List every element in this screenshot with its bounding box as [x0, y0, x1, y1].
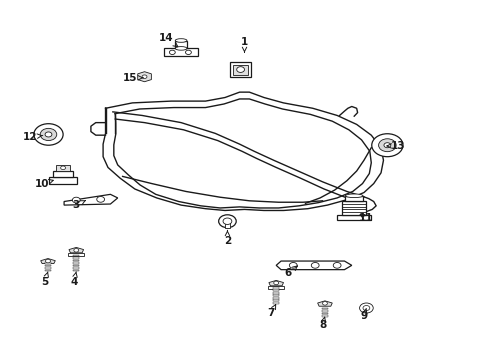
Polygon shape	[41, 258, 55, 264]
Ellipse shape	[175, 39, 186, 42]
Bar	[273, 287, 279, 289]
Text: 4: 4	[70, 272, 78, 287]
Bar	[45, 262, 51, 264]
Text: 12: 12	[22, 132, 42, 142]
Circle shape	[185, 50, 191, 54]
Bar	[45, 265, 51, 266]
Bar	[73, 265, 79, 266]
Bar	[73, 267, 79, 269]
Text: 5: 5	[41, 272, 48, 287]
Bar	[56, 165, 70, 171]
Bar	[268, 286, 284, 289]
Circle shape	[61, 166, 65, 170]
Text: 3: 3	[73, 200, 85, 210]
Circle shape	[223, 218, 231, 225]
Bar	[73, 270, 79, 271]
Circle shape	[45, 259, 50, 263]
Bar	[232, 65, 248, 75]
Bar	[73, 257, 79, 259]
Circle shape	[289, 262, 297, 268]
Text: 11: 11	[358, 213, 373, 222]
Circle shape	[362, 306, 369, 311]
Circle shape	[322, 302, 327, 305]
Circle shape	[40, 129, 57, 140]
Text: 14: 14	[159, 33, 178, 47]
Bar	[273, 294, 279, 296]
Polygon shape	[268, 280, 283, 286]
Text: 15: 15	[122, 73, 142, 83]
Text: 2: 2	[224, 230, 231, 246]
Bar	[273, 289, 279, 291]
Bar	[336, 215, 370, 220]
Bar	[229, 62, 251, 77]
Circle shape	[169, 50, 175, 54]
Circle shape	[45, 132, 52, 137]
Bar	[73, 255, 79, 256]
Text: 8: 8	[318, 317, 325, 330]
Circle shape	[72, 197, 80, 203]
Circle shape	[97, 197, 104, 202]
Polygon shape	[138, 72, 151, 82]
Circle shape	[218, 215, 236, 228]
Bar	[44, 270, 51, 271]
Circle shape	[359, 303, 372, 313]
Circle shape	[34, 124, 63, 145]
Circle shape	[332, 262, 340, 268]
Bar	[273, 292, 279, 294]
Circle shape	[378, 139, 395, 152]
Polygon shape	[276, 261, 351, 270]
Bar	[322, 310, 327, 312]
Bar	[53, 171, 73, 177]
Bar	[68, 253, 84, 256]
Bar	[273, 297, 279, 299]
Bar	[163, 48, 198, 56]
Polygon shape	[64, 194, 118, 205]
Circle shape	[74, 248, 79, 252]
Circle shape	[383, 143, 390, 148]
Circle shape	[273, 281, 278, 285]
Polygon shape	[317, 301, 331, 306]
Circle shape	[236, 67, 244, 72]
Text: 1: 1	[241, 37, 247, 53]
Text: 7: 7	[267, 305, 275, 318]
Bar	[322, 313, 327, 315]
Text: 13: 13	[386, 141, 405, 151]
Circle shape	[371, 134, 402, 157]
Circle shape	[311, 262, 319, 268]
Bar	[322, 315, 327, 317]
Bar	[175, 41, 186, 48]
Bar	[49, 177, 77, 184]
Bar	[273, 302, 279, 304]
Bar	[341, 201, 366, 215]
Bar	[273, 300, 279, 301]
Bar	[345, 196, 362, 201]
Bar	[73, 262, 79, 264]
Bar	[45, 267, 51, 269]
Bar	[322, 308, 327, 310]
Bar	[224, 221, 229, 228]
Bar	[73, 260, 79, 261]
Polygon shape	[69, 247, 83, 253]
Ellipse shape	[345, 194, 362, 198]
Ellipse shape	[175, 46, 186, 50]
Text: 10: 10	[35, 179, 53, 189]
Circle shape	[142, 75, 147, 78]
Text: 9: 9	[360, 309, 367, 321]
Text: 6: 6	[284, 266, 297, 278]
